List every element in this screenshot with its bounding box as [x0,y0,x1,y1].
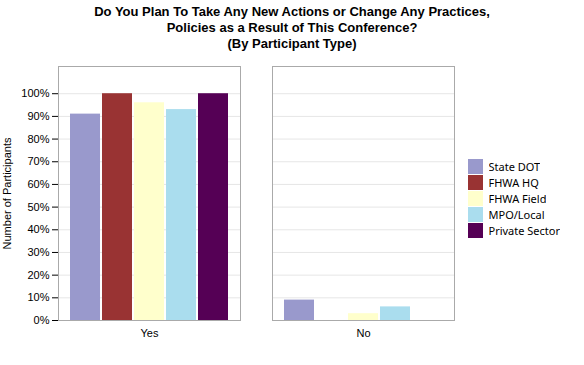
svg-text:Yes: Yes [141,327,159,339]
html-text:FHWA HQ: FHWA HQ [488,175,539,191]
svg-text:40%: 40% [27,223,49,235]
html-text:Do You Plan To Take Any New Ac: Do You Plan To Take Any New Actions or C… [94,4,490,51]
svg-text:50%: 50% [27,201,49,213]
svg-text:60%: 60% [27,178,49,190]
html-text:State DOT: State DOT [488,159,541,175]
svg-text:100%: 100% [21,87,49,99]
svg-text:No: No [356,327,370,339]
svg-text:70%: 70% [27,155,49,167]
svg-text:90%: 90% [27,110,49,122]
html-text:FHWA Field: FHWA Field [488,191,547,207]
svg-text:20%: 20% [27,269,49,281]
html-text:MPO/Local: MPO/Local [488,207,545,223]
svg-text:Number of Participants: Number of Participants [1,137,13,249]
html-text:Private Sector: Private Sector [488,223,560,239]
svg-text:10%: 10% [27,291,49,303]
svg-text:30%: 30% [27,246,49,258]
svg-text:0%: 0% [34,314,50,326]
svg-text:80%: 80% [27,133,49,145]
